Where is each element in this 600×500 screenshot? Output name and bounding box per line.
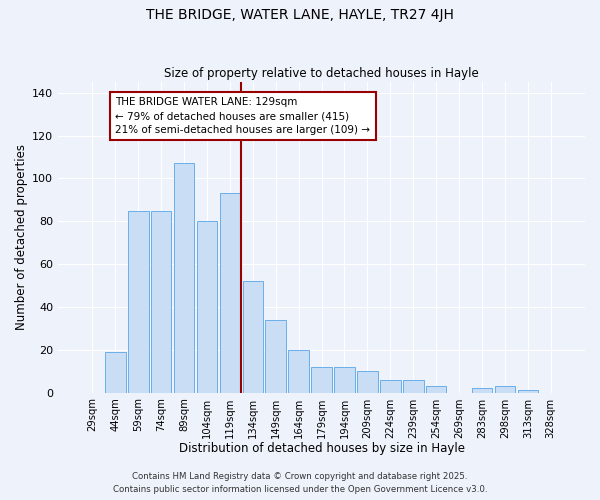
Bar bbox=[334, 367, 355, 392]
Bar bbox=[518, 390, 538, 392]
Bar bbox=[380, 380, 401, 392]
Y-axis label: Number of detached properties: Number of detached properties bbox=[15, 144, 28, 330]
Bar bbox=[289, 350, 309, 393]
Bar bbox=[128, 210, 149, 392]
Bar bbox=[151, 210, 172, 392]
Text: Contains HM Land Registry data © Crown copyright and database right 2025.
Contai: Contains HM Land Registry data © Crown c… bbox=[113, 472, 487, 494]
Bar bbox=[357, 371, 378, 392]
Bar bbox=[311, 367, 332, 392]
Bar bbox=[403, 380, 424, 392]
Bar bbox=[242, 281, 263, 392]
Text: THE BRIDGE, WATER LANE, HAYLE, TR27 4JH: THE BRIDGE, WATER LANE, HAYLE, TR27 4JH bbox=[146, 8, 454, 22]
Title: Size of property relative to detached houses in Hayle: Size of property relative to detached ho… bbox=[164, 66, 479, 80]
Bar bbox=[494, 386, 515, 392]
Bar bbox=[265, 320, 286, 392]
Bar bbox=[174, 164, 194, 392]
Text: THE BRIDGE WATER LANE: 129sqm
← 79% of detached houses are smaller (415)
21% of : THE BRIDGE WATER LANE: 129sqm ← 79% of d… bbox=[115, 97, 370, 135]
Bar bbox=[426, 386, 446, 392]
X-axis label: Distribution of detached houses by size in Hayle: Distribution of detached houses by size … bbox=[179, 442, 464, 455]
Bar bbox=[472, 388, 493, 392]
Bar bbox=[220, 194, 240, 392]
Bar bbox=[105, 352, 125, 393]
Bar bbox=[197, 222, 217, 392]
